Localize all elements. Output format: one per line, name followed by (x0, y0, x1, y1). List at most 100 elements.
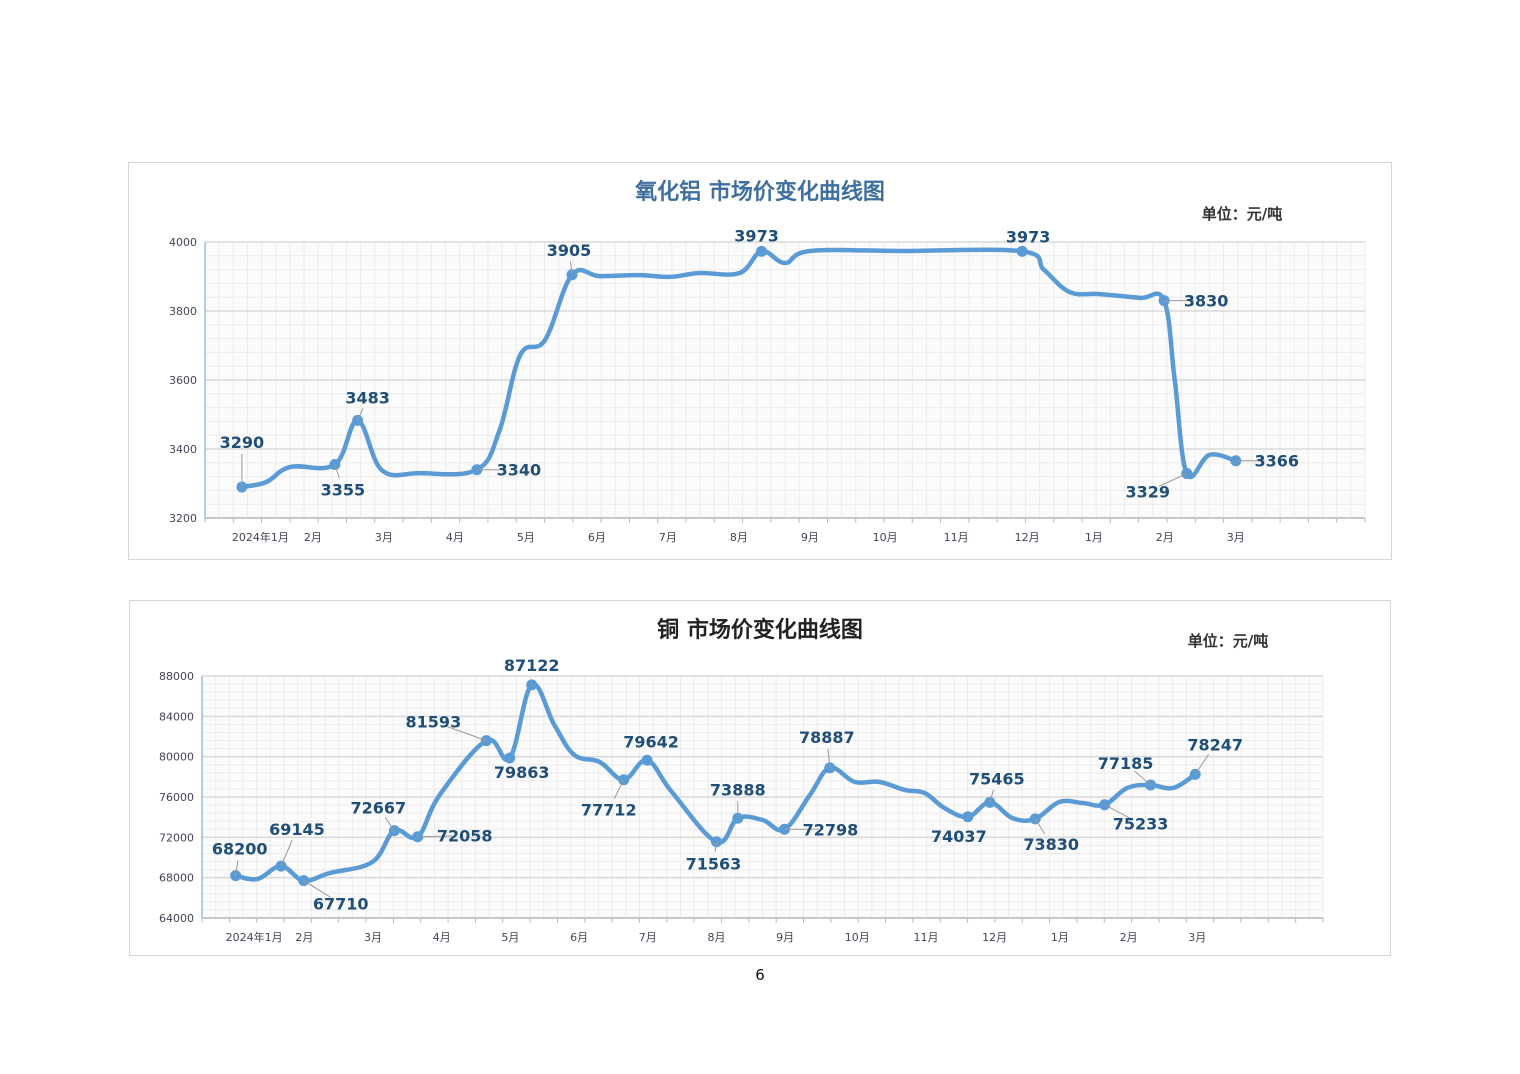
data-label: 67710 (313, 895, 369, 914)
data-label: 77185 (1098, 754, 1154, 773)
data-label: 3905 (547, 241, 592, 260)
data-label: 87122 (504, 656, 560, 675)
x-tick-label: 2月 (295, 931, 313, 944)
data-label: 3973 (1006, 227, 1051, 246)
label-leader-line (714, 841, 717, 852)
data-label: 75233 (1113, 815, 1169, 834)
x-tick-label: 2月 (1156, 531, 1174, 544)
x-tick-label: 10月 (845, 931, 870, 944)
data-label: 74037 (931, 827, 987, 846)
y-tick-label: 3400 (169, 443, 197, 456)
x-tick-label: 2024年1月 (232, 530, 289, 544)
data-label: 3830 (1184, 292, 1229, 311)
x-tick-label: 9月 (801, 531, 819, 544)
data-point-marker (962, 811, 974, 823)
x-tick-label: 6月 (570, 931, 588, 944)
y-tick-label: 3200 (169, 512, 197, 525)
y-tick-label: 64000 (159, 912, 194, 925)
y-tick-label: 80000 (159, 751, 194, 764)
data-label: 3366 (1255, 452, 1300, 471)
x-tick-label: 2月 (304, 531, 322, 544)
chart-unit: 单位：元/吨 (1202, 205, 1282, 223)
x-tick-label: 10月 (873, 531, 898, 544)
data-point-marker (526, 679, 538, 691)
x-tick-label: 8月 (730, 531, 748, 544)
y-tick-label: 68000 (159, 872, 194, 885)
data-label: 72798 (803, 820, 859, 839)
data-label: 3329 (1126, 482, 1171, 501)
x-tick-label: 9月 (776, 931, 794, 944)
data-label: 73888 (710, 780, 766, 799)
y-tick-label: 84000 (159, 710, 194, 723)
x-tick-label: 6月 (588, 531, 606, 544)
y-tick-label: 76000 (159, 791, 194, 804)
data-label: 78887 (799, 728, 855, 747)
data-label: 79863 (494, 763, 550, 782)
data-label: 3355 (321, 481, 366, 500)
alumina-price-chart: 氧化铝 市场价变化曲线图 单位：元/吨 3200 3400 3600 3800 4000… (128, 162, 1392, 560)
label-leader-line (357, 408, 364, 421)
label-leader-line (417, 835, 453, 838)
label-leader-line (1104, 804, 1131, 819)
label-leader-line (334, 464, 340, 479)
x-tick-label: 1月 (1085, 531, 1103, 544)
data-label: 73830 (1023, 835, 1079, 854)
x-tick-label: 3月 (1188, 931, 1206, 944)
x-tick-label: 4月 (446, 531, 464, 544)
data-label: 68200 (212, 840, 268, 859)
x-tick-label: 3月 (1227, 531, 1245, 544)
label-leader-line (827, 748, 831, 768)
y-tick-label: 72000 (159, 831, 194, 844)
label-leader-line (384, 817, 395, 831)
y-tick-label: 88000 (159, 670, 194, 683)
x-tick-label: 8月 (707, 931, 725, 944)
label-leader-line (280, 839, 293, 867)
x-tick-label: 12月 (982, 931, 1007, 944)
label-leader-line (303, 880, 331, 898)
page-number: 6 (755, 966, 765, 984)
data-label: 3340 (497, 461, 542, 480)
label-leader-line (1194, 754, 1209, 775)
data-point-marker (1016, 245, 1028, 257)
x-tick-label: 5月 (501, 931, 519, 944)
series-line (239, 247, 1239, 490)
data-label: 77712 (581, 801, 637, 820)
copper-price-chart: 铜 市场价变化曲线图 单位：元/吨 64000 68000 72000 76000 80… (129, 600, 1391, 956)
label-leader-line (1158, 473, 1188, 487)
data-label: 3483 (345, 388, 390, 407)
label-leader-line (444, 725, 487, 742)
label-leader-line (1134, 770, 1151, 786)
data-label: 72667 (350, 799, 406, 818)
x-tick-label: 2月 (1120, 931, 1138, 944)
chart-title: 氧化铝 市场价变化曲线图 (634, 179, 885, 205)
x-tick-label: 4月 (433, 931, 451, 944)
x-tick-label: 1月 (1051, 931, 1069, 944)
data-label: 3290 (220, 433, 265, 452)
x-tick-label: 11月 (913, 931, 938, 944)
data-label: 78247 (1187, 735, 1243, 754)
y-tick-label: 3800 (169, 305, 197, 318)
data-point-marker (504, 752, 516, 764)
label-leader-line (235, 860, 239, 876)
x-tick-label: 7月 (659, 531, 677, 544)
label-leader-line (1034, 818, 1046, 835)
data-label: 71563 (686, 855, 742, 874)
y-tick-label: 3600 (169, 374, 197, 387)
data-label: 72058 (437, 827, 493, 846)
chart-unit: 单位：元/吨 (1188, 632, 1268, 650)
data-point-marker (641, 754, 653, 766)
series-line (233, 682, 1198, 884)
x-tick-label: 12月 (1015, 531, 1040, 544)
data-label: 75465 (969, 769, 1025, 788)
x-tick-label: 3月 (375, 531, 393, 544)
data-point-marker (756, 245, 768, 257)
label-leader-line (613, 779, 625, 800)
x-tick-label: 7月 (639, 931, 657, 944)
x-tick-label: 5月 (517, 531, 535, 544)
x-tick-label: 11月 (944, 531, 969, 544)
x-tick-label: 2024年1月 (226, 930, 283, 944)
data-label: 69145 (269, 820, 325, 839)
x-tick-label: 3月 (364, 931, 382, 944)
y-tick-label: 4000 (169, 236, 197, 249)
